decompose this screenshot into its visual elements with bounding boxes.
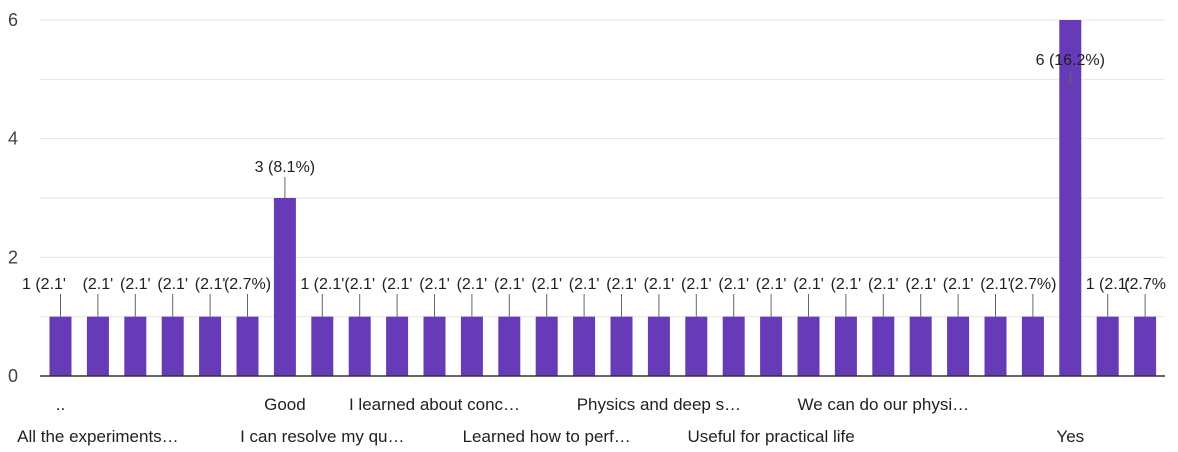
y-tick-label: 4 bbox=[8, 129, 18, 149]
x-tick-label: Learned how to perf… bbox=[463, 427, 631, 446]
bar bbox=[161, 316, 184, 376]
data-label: (2.1' bbox=[157, 276, 188, 293]
bar bbox=[647, 316, 670, 376]
y-tick-label: 2 bbox=[8, 247, 18, 267]
data-label: (2.1' bbox=[120, 276, 151, 293]
data-label: 6 (16.2%) bbox=[1036, 52, 1105, 69]
data-label: (2.1' bbox=[382, 276, 413, 293]
data-label: (2.1' bbox=[943, 276, 974, 293]
data-label: (2.1' bbox=[756, 276, 787, 293]
bar bbox=[1021, 316, 1044, 376]
y-axis-ticks: 0 2 4 6 bbox=[8, 10, 18, 386]
bar bbox=[460, 316, 483, 376]
bar bbox=[49, 316, 72, 376]
bar bbox=[1059, 20, 1082, 376]
bar bbox=[1134, 316, 1157, 376]
y-tick-label: 0 bbox=[8, 366, 18, 386]
bar bbox=[124, 316, 147, 376]
x-tick-label: I learned about conc… bbox=[349, 395, 520, 414]
data-label: (2.1' bbox=[569, 276, 600, 293]
x-tick-label: We can do our physi… bbox=[797, 395, 969, 414]
data-label: (2.1' bbox=[868, 276, 899, 293]
data-label: (2.1' bbox=[905, 276, 936, 293]
data-label: 1 (2.1' bbox=[300, 276, 344, 293]
label-leaders bbox=[60, 72, 1146, 317]
x-tick-label: Useful for practical life bbox=[687, 427, 854, 446]
bar bbox=[311, 316, 334, 376]
gridlines bbox=[40, 19, 1165, 318]
x-tick-label: Yes bbox=[1056, 427, 1084, 446]
data-label: (2.1' bbox=[793, 276, 824, 293]
data-label: (2.1' bbox=[831, 276, 862, 293]
data-label: (2.7%) bbox=[1009, 276, 1056, 293]
bar bbox=[834, 316, 857, 376]
bar bbox=[947, 316, 970, 376]
data-label: 3 (8.1%) bbox=[255, 159, 315, 176]
data-label: (2.1' bbox=[980, 276, 1011, 293]
data-labels: 1 (2.1' (2.1' (2.1' (2.1' (2.1'(2.7%)3 (8.1%… bbox=[22, 52, 1166, 293]
data-label: (2.1' bbox=[419, 276, 450, 293]
x-tick-label: Physics and deep s… bbox=[577, 395, 741, 414]
bar bbox=[86, 316, 109, 376]
bar bbox=[348, 316, 371, 376]
bar bbox=[236, 316, 259, 376]
bar bbox=[1096, 316, 1119, 376]
x-tick-label: .. bbox=[56, 395, 65, 414]
bar bbox=[797, 316, 820, 376]
bar bbox=[984, 316, 1007, 376]
bar bbox=[610, 316, 633, 376]
bar bbox=[423, 316, 446, 376]
bar bbox=[535, 316, 558, 376]
bar bbox=[909, 316, 932, 376]
data-label: 1 (2.1' bbox=[22, 276, 66, 293]
data-label: 1 (2.1' bbox=[1086, 276, 1130, 293]
bar bbox=[685, 316, 708, 376]
bars bbox=[49, 20, 1157, 376]
bar bbox=[199, 316, 222, 376]
x-axis-labels: .. All the experiments… Good I can resolve … bbox=[17, 395, 1084, 446]
data-label: (2.1' bbox=[681, 276, 712, 293]
data-label: (2.1' bbox=[83, 276, 114, 293]
x-tick-label: I can resolve my qu… bbox=[240, 427, 404, 446]
x-tick-label: Good bbox=[264, 395, 306, 414]
data-label: (2.1' bbox=[494, 276, 525, 293]
y-tick-label: 6 bbox=[8, 10, 18, 30]
bar bbox=[760, 316, 783, 376]
bar bbox=[498, 316, 521, 376]
bar bbox=[386, 316, 409, 376]
data-label: (2.1' bbox=[195, 276, 226, 293]
data-label: (2.7% bbox=[1124, 276, 1166, 293]
data-label: (2.1' bbox=[718, 276, 749, 293]
x-tick-label: All the experiments… bbox=[17, 427, 179, 446]
data-label: (2.7%) bbox=[224, 276, 271, 293]
bar bbox=[273, 198, 296, 376]
bar bbox=[722, 316, 745, 376]
data-label: (2.1' bbox=[644, 276, 675, 293]
data-label: (2.1' bbox=[457, 276, 488, 293]
bar bbox=[872, 316, 895, 376]
bar bbox=[573, 316, 596, 376]
data-label: (2.1' bbox=[531, 276, 562, 293]
data-label: (2.1' bbox=[606, 276, 637, 293]
data-label: (2.1' bbox=[344, 276, 375, 293]
